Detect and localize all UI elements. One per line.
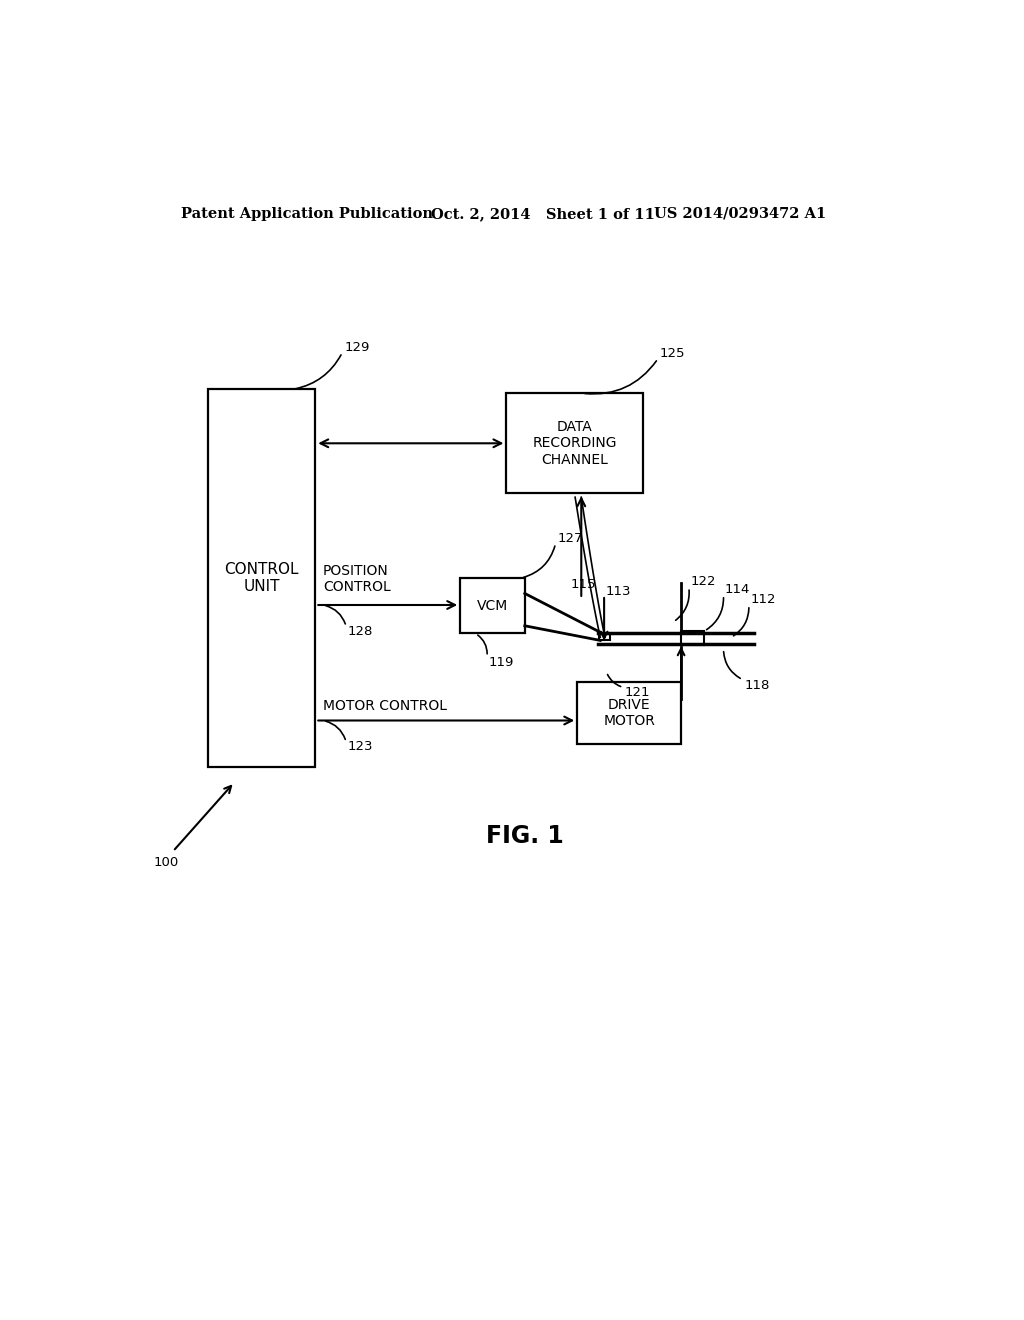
Text: Oct. 2, 2014   Sheet 1 of 11: Oct. 2, 2014 Sheet 1 of 11 [431,207,654,220]
Bar [208,389,315,767]
Text: DRIVE
MOTOR: DRIVE MOTOR [603,698,655,727]
Text: MOTOR CONTROL: MOTOR CONTROL [323,698,447,713]
Bar [578,682,681,743]
Text: 129: 129 [345,341,370,354]
Text: 112: 112 [751,593,776,606]
Text: 128: 128 [348,624,373,638]
Bar [681,631,705,645]
Bar [460,578,524,634]
Text: 122: 122 [690,576,716,589]
Text: 123: 123 [348,741,373,754]
Text: US 2014/0293472 A1: US 2014/0293472 A1 [654,207,826,220]
Text: 121: 121 [625,686,650,700]
Bar [506,393,643,494]
Text: 118: 118 [744,678,770,692]
Text: Patent Application Publication: Patent Application Publication [180,207,432,220]
Text: VCM: VCM [477,599,508,612]
Text: 100: 100 [154,857,179,870]
Text: 127: 127 [557,532,583,545]
Text: 113: 113 [605,585,631,598]
Bar [599,635,609,640]
Text: DATA
RECORDING
CHANNEL: DATA RECORDING CHANNEL [532,420,616,466]
Text: POSITION
CONTROL: POSITION CONTROL [323,564,391,594]
Text: 119: 119 [488,656,514,669]
Text: 114: 114 [725,583,751,597]
Text: CONTROL
UNIT: CONTROL UNIT [224,562,299,594]
Text: 115: 115 [571,578,596,591]
Text: FIG. 1: FIG. 1 [486,824,563,847]
Text: 125: 125 [659,347,685,360]
